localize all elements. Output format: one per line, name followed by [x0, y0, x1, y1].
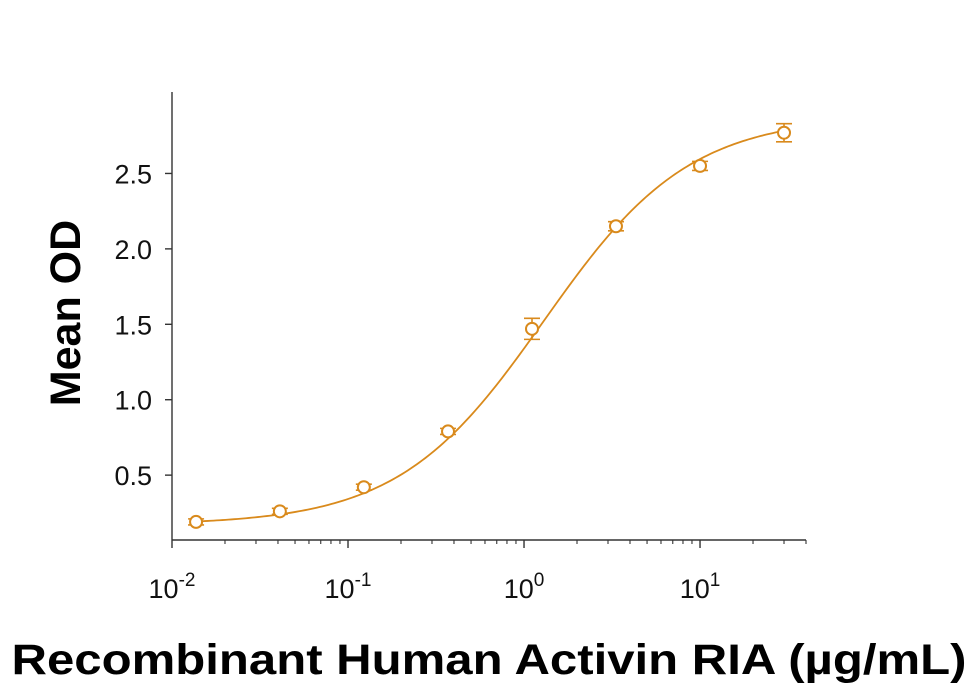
data-point [441, 424, 456, 439]
x-tick-label: 101 [680, 570, 721, 604]
data-point [524, 321, 539, 336]
data-point [777, 125, 792, 140]
x-axis-title: Recombinant Human Activin RIA (µg/mL) [12, 636, 967, 684]
y-tick-label: 2.0 [114, 235, 152, 265]
fit-curve [196, 129, 785, 523]
data-point [693, 158, 708, 173]
x-tick-label: 10-2 [149, 570, 196, 604]
x-tick-label: 10-1 [325, 570, 372, 604]
data-point [189, 514, 204, 529]
x-tick-label: 100 [504, 570, 545, 604]
axes [171, 92, 806, 541]
data-point [272, 504, 287, 519]
y-tick-label: 1.0 [114, 386, 152, 416]
y-tick-label: 1.5 [114, 310, 152, 340]
series [188, 122, 793, 529]
y-tick-label: 2.5 [114, 159, 152, 189]
ticks: 0.5 1.0 1.5 2.0 2.5 10-2 10-1 100 101 [114, 159, 807, 604]
y-axis-title: Mean OD [42, 220, 90, 406]
data-point [608, 219, 623, 234]
data-point [356, 480, 371, 495]
y-tick-label: 0.5 [114, 461, 152, 491]
